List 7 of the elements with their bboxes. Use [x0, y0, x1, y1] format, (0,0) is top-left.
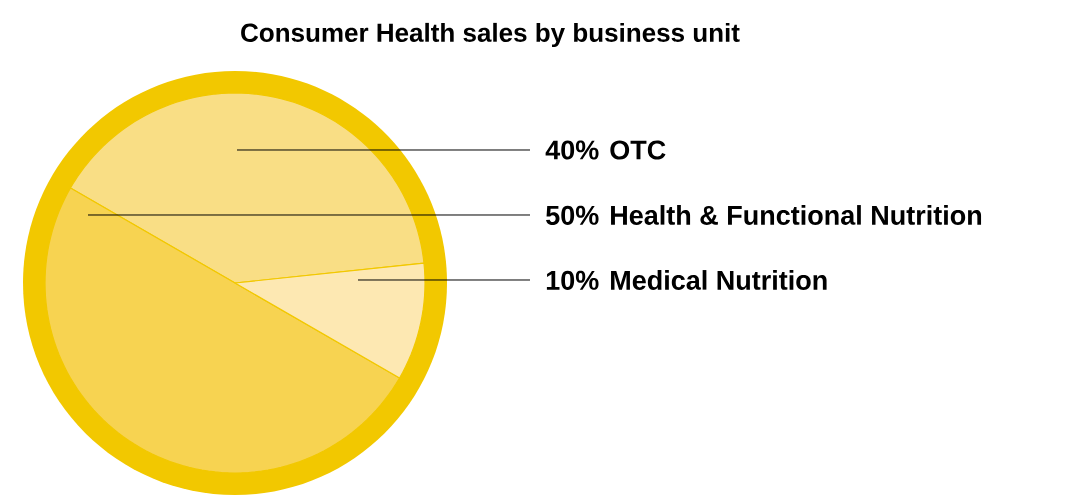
data-label: 40% — [545, 140, 599, 160]
slice-label: Medical Nutrition — [611, 270, 827, 290]
data-label: 50% — [546, 205, 599, 225]
slice-label: OTC — [610, 140, 666, 160]
slice-label: Health & Functional Nutrition — [611, 205, 982, 225]
chart-title: Consumer Health sales by business unit — [241, 22, 740, 48]
data-label: 10% — [546, 270, 599, 290]
